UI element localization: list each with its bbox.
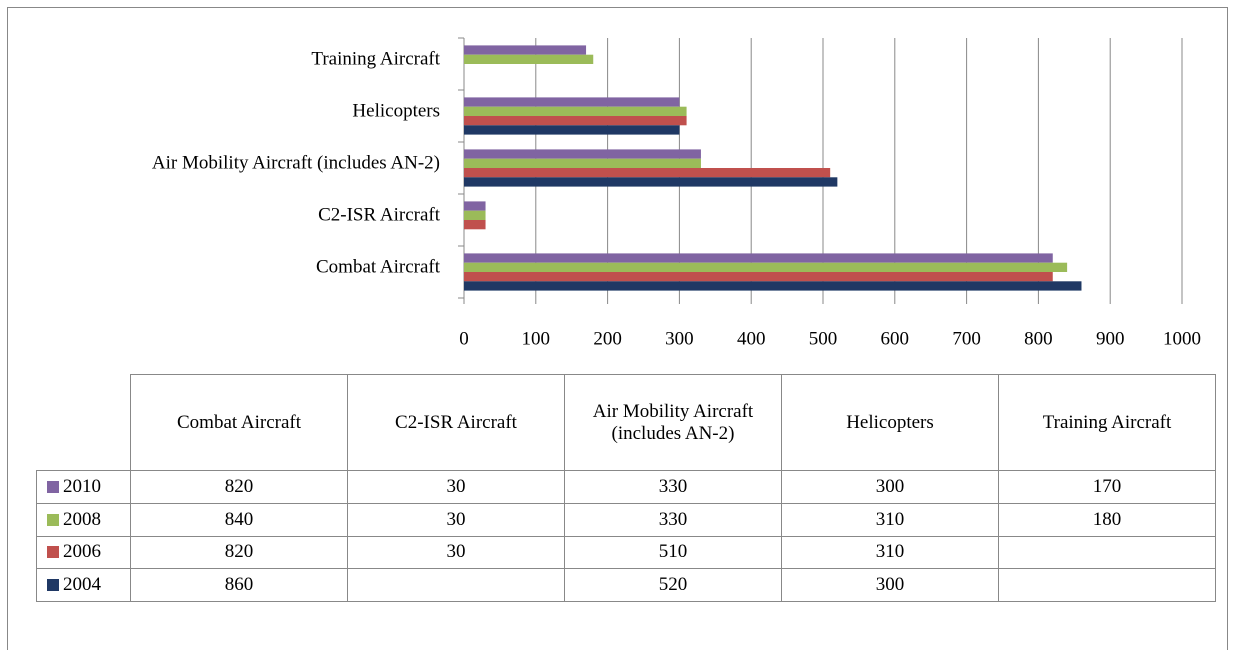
table-header: C2-ISR Aircraft	[347, 374, 565, 471]
table-cell: 310	[781, 502, 999, 537]
bar	[464, 201, 486, 211]
table-cell: 330	[564, 470, 782, 504]
bar	[464, 272, 1053, 282]
legend-key	[47, 513, 59, 526]
legend-key	[47, 480, 59, 493]
bar	[464, 149, 701, 159]
bar	[464, 54, 594, 64]
x-tick-label: 100	[522, 328, 551, 349]
table-row-header: 2004	[36, 568, 131, 602]
bar	[464, 210, 486, 220]
bar	[464, 281, 1082, 291]
x-tick-label: 1000	[1163, 328, 1201, 349]
table-cell: 30	[347, 535, 565, 570]
bar	[464, 106, 687, 116]
table-cell	[347, 568, 565, 602]
bar	[464, 116, 687, 126]
table-cell: 840	[130, 502, 348, 537]
table-cell: 30	[347, 502, 565, 537]
chart-border	[7, 7, 1228, 650]
table-header: Training Aircraft	[998, 374, 1216, 471]
table-cell: 820	[130, 470, 348, 504]
y-tick-label: Air Mobility Aircraft (includes AN-2)	[152, 152, 440, 173]
bar	[464, 97, 680, 107]
x-tick-label: 300	[665, 328, 694, 349]
legend-label: 2004	[63, 574, 101, 596]
table-header: Helicopters	[781, 374, 999, 471]
table-cell: 300	[781, 568, 999, 602]
x-tick-label: 600	[881, 328, 910, 349]
x-tick-label: 200	[593, 328, 622, 349]
bar	[464, 158, 701, 168]
x-tick-label: 800	[1024, 328, 1053, 349]
table-cell: 310	[781, 535, 999, 570]
bar	[464, 220, 486, 230]
table-cell	[998, 568, 1216, 602]
table-header: Air Mobility Aircraft (includes AN-2)	[564, 374, 782, 471]
legend-label: 2006	[63, 541, 101, 563]
y-tick-label: C2-ISR Aircraft	[318, 204, 441, 225]
legend-key	[47, 546, 59, 559]
table-cell: 170	[998, 470, 1216, 504]
table-cell: 300	[781, 470, 999, 504]
table-cell: 30	[347, 470, 565, 504]
legend-key	[47, 579, 59, 592]
table-cell: 820	[130, 535, 348, 570]
x-tick-label: 0	[459, 328, 469, 349]
x-tick-label: 500	[809, 328, 838, 349]
table-row-header: 2010	[36, 470, 131, 504]
legend-label: 2010	[63, 475, 101, 497]
bar	[464, 45, 587, 55]
y-tick-label: Combat Aircraft	[316, 256, 441, 277]
table-row-header: 2006	[36, 535, 131, 570]
bar	[464, 177, 838, 187]
table-header: Combat Aircraft	[130, 374, 348, 471]
table-cell: 860	[130, 568, 348, 602]
x-tick-label: 900	[1096, 328, 1125, 349]
table-cell: 510	[564, 535, 782, 570]
y-tick-label: Training Aircraft	[311, 48, 440, 69]
table-row-header: 2008	[36, 502, 131, 537]
bar	[464, 253, 1053, 263]
bar	[464, 262, 1068, 272]
table-cell	[998, 535, 1216, 570]
x-tick-label: 400	[737, 328, 766, 349]
table-cell: 520	[564, 568, 782, 602]
y-tick-label: Helicopters	[352, 100, 440, 121]
bar	[464, 168, 831, 178]
bar	[464, 125, 680, 135]
legend-label: 2008	[63, 508, 101, 530]
table-cell: 330	[564, 502, 782, 537]
x-tick-label: 700	[952, 328, 981, 349]
table-cell: 180	[998, 502, 1216, 537]
